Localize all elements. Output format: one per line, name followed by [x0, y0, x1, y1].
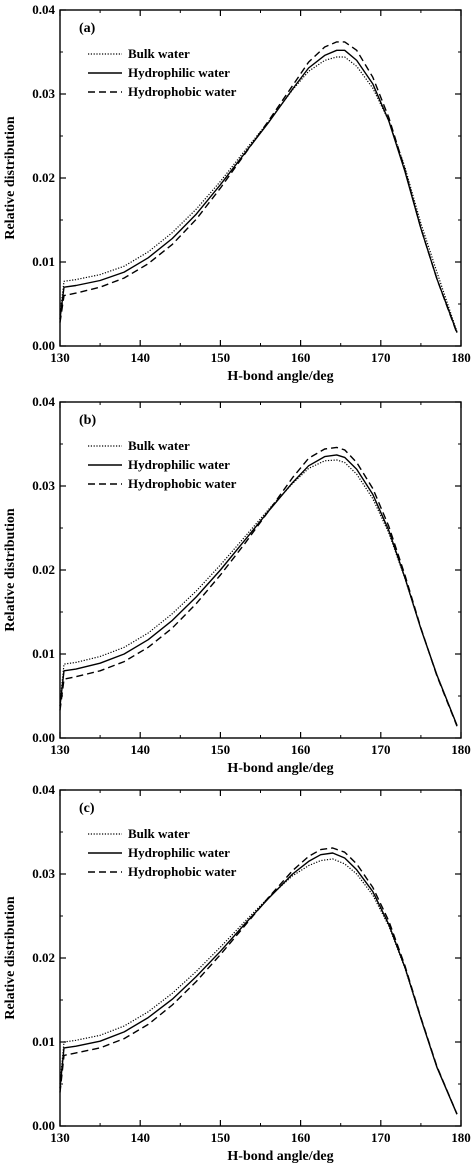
- y-tick-label: 0.04: [32, 782, 55, 797]
- x-tick-label: 140: [130, 1130, 150, 1145]
- legend-label: Hydrophilic water: [128, 65, 230, 80]
- chart-panel-1: 130 140 150 160 170 180 0.00 0.01 0.02 0.03 0.04 H-…: [3, 2, 471, 384]
- panel-label: (b): [79, 413, 96, 428]
- y-tick-label: 0.02: [32, 562, 55, 577]
- series-line-hydrophilic-water: [59, 49, 458, 333]
- y-axis-label: Relative distribution: [3, 896, 18, 1019]
- x-tick-label: 130: [50, 1130, 70, 1145]
- y-tick-label: 0.00: [32, 338, 55, 353]
- x-tick-label: 130: [50, 742, 70, 757]
- series-line-hydrophilic-water: [59, 852, 458, 1115]
- series-line-hydrophobic-water: [59, 41, 458, 334]
- y-axis-label: Relative distribution: [3, 508, 18, 631]
- y-tick-label: 0.01: [32, 254, 55, 269]
- x-tick-label: 150: [211, 350, 231, 365]
- legend-label: Hydrophobic water: [128, 864, 237, 879]
- y-tick-label: 0.03: [32, 86, 55, 101]
- y-tick-label: 0.02: [32, 950, 55, 965]
- x-tick-label: 170: [371, 1130, 391, 1145]
- y-tick-label: 0.03: [32, 866, 55, 881]
- y-tick-label: 0.01: [32, 1034, 55, 1049]
- x-tick-label: 160: [291, 742, 311, 757]
- x-tick-label: 150: [211, 1130, 231, 1145]
- x-tick-label: 130: [50, 350, 70, 365]
- plot-frame: [59, 9, 462, 347]
- x-tick-label: 180: [451, 350, 471, 365]
- y-tick-label: 0.02: [32, 170, 55, 185]
- x-tick-label: 160: [291, 350, 311, 365]
- y-axis-label: Relative distribution: [3, 116, 18, 239]
- series-line-bulk-water: [59, 858, 458, 1115]
- x-tick-label: 150: [211, 742, 231, 757]
- legend-label: Bulk water: [128, 438, 190, 453]
- legend-label: Bulk water: [128, 826, 190, 841]
- series-line-bulk-water: [59, 459, 458, 726]
- chart-panel-3: 130 140 150 160 170 180 0.00 0.01 0.02 0.03 0.04 H-…: [3, 782, 471, 1164]
- y-tick-label: 0.00: [32, 1118, 55, 1133]
- legend-label: Hydrophilic water: [128, 845, 230, 860]
- legend-label: Bulk water: [128, 46, 190, 61]
- x-axis-label: H-bond angle/deg: [227, 369, 333, 384]
- panel-label: (c): [79, 801, 95, 816]
- x-tick-label: 170: [371, 742, 391, 757]
- x-axis-label: H-bond angle/deg: [227, 761, 333, 776]
- x-tick-label: 140: [130, 350, 150, 365]
- y-tick-label: 0.03: [32, 478, 55, 493]
- x-tick-label: 180: [451, 742, 471, 757]
- panel-label: (a): [79, 21, 96, 36]
- x-tick-label: 180: [451, 1130, 471, 1145]
- legend-label: Hydrophobic water: [128, 476, 237, 491]
- x-tick-label: 170: [371, 350, 391, 365]
- y-tick-label: 0.00: [32, 730, 55, 745]
- x-tick-label: 140: [130, 742, 150, 757]
- plot-frame: [59, 401, 462, 739]
- series-line-bulk-water: [59, 56, 458, 332]
- legend-label: Hydrophilic water: [128, 457, 230, 472]
- chart-panel-2: 130 140 150 160 170 180 0.00 0.01 0.02 0.03 0.04 H-…: [3, 394, 471, 776]
- series-line-hydrophobic-water: [59, 446, 458, 727]
- y-tick-label: 0.04: [32, 2, 55, 17]
- x-axis-label: H-bond angle/deg: [227, 1149, 333, 1164]
- x-tick-label: 160: [291, 1130, 311, 1145]
- legend-label: Hydrophobic water: [128, 84, 237, 99]
- series-line-hydrophobic-water: [59, 847, 458, 1115]
- y-tick-label: 0.01: [32, 646, 55, 661]
- y-tick-label: 0.04: [32, 394, 55, 409]
- series-line-hydrophilic-water: [59, 454, 458, 726]
